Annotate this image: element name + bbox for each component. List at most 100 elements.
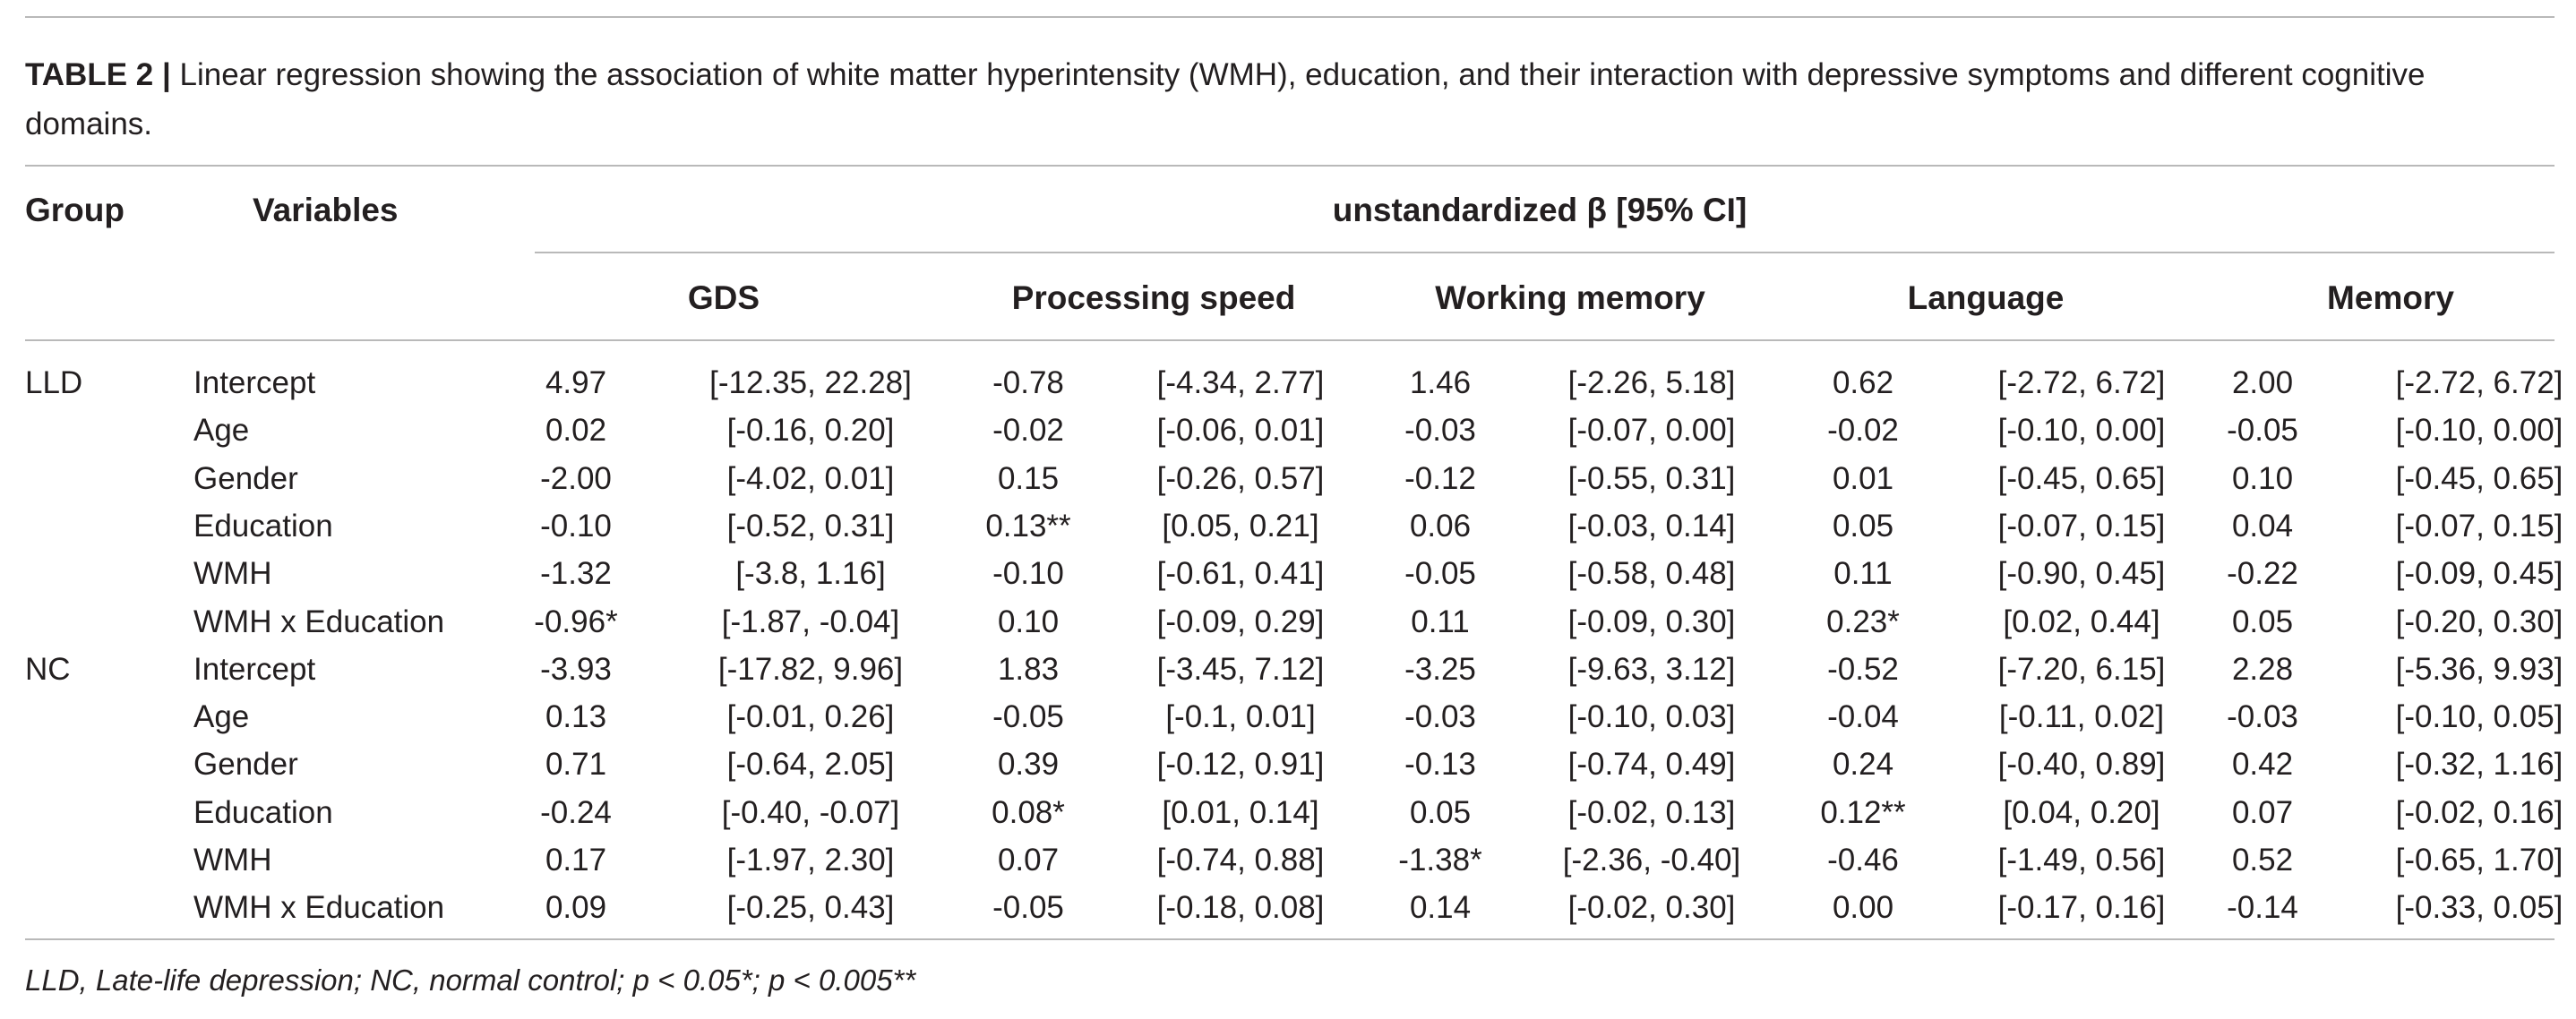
beta-cell: 0.05: [1409, 794, 1472, 830]
beta-cell: 0.23*: [1826, 604, 1900, 639]
ci-cell: [-0.58, 0.48]: [1567, 556, 1736, 592]
ci-cell: [-0.02, 0.13]: [1567, 794, 1736, 830]
ci-cell: [-0.07, 0.00]: [1567, 413, 1736, 449]
variable-cell: WMH x Education: [193, 890, 445, 926]
beta-cell: 0.12**: [1820, 794, 1906, 830]
ci-cell: [-2.72, 6.72]: [1997, 365, 2166, 400]
beta-cell: 0.42: [2231, 747, 2294, 783]
beta-cell: -0.04: [1827, 699, 1899, 735]
beta-cell: -0.03: [1404, 413, 1476, 449]
ci-cell: [-0.65, 1.70]: [2395, 843, 2563, 878]
header-unstandardized-beta: unstandardized β [95% CI]: [1332, 192, 1747, 228]
group-cell: LLD: [25, 365, 83, 400]
beta-cell: 0.15: [997, 460, 1060, 496]
ci-cell: [-4.02, 0.01]: [726, 460, 895, 496]
beta-cell: -0.05: [992, 890, 1064, 926]
ci-cell: [-0.09, 0.29]: [1156, 604, 1325, 639]
ci-cell: [-7.20, 6.15]: [1997, 651, 2166, 687]
ci-cell: [-2.36, -0.40]: [1562, 843, 1741, 878]
table-caption: TABLE 2 | Linear regression showing the …: [25, 50, 2533, 149]
beta-cell: -0.05: [1404, 556, 1476, 592]
variable-cell: Intercept: [193, 651, 316, 687]
ci-cell: [-0.32, 1.16]: [2395, 747, 2563, 783]
ci-cell: [-0.55, 0.31]: [1567, 460, 1736, 496]
beta-cell: 0.10: [2231, 460, 2294, 496]
beta-cell: -0.22: [2227, 556, 2298, 592]
group-cell: NC: [25, 651, 71, 687]
header-gds: GDS: [687, 279, 760, 316]
table-footnote: LLD, Late-life depression; NC, normal co…: [25, 963, 916, 997]
beta-cell: 0.62: [1832, 365, 1894, 400]
ci-cell: [-0.40, 0.89]: [1997, 747, 2166, 783]
beta-cell: -0.05: [992, 699, 1064, 735]
beta-cell: -0.03: [1404, 699, 1476, 735]
table-row: Gender -2.00 [-4.02, 0.01] 0.15 [-0.26, 0.57…: [0, 455, 2576, 502]
table-caption-text: Linear regression showing the associatio…: [25, 57, 2426, 141]
ci-cell: [-0.10, 0.00]: [1997, 413, 2166, 449]
beta-cell: -0.03: [2227, 699, 2298, 735]
header-rule: [25, 339, 2555, 341]
ci-cell: [-1.87, -0.04]: [721, 604, 900, 639]
ci-cell: [-0.74, 0.49]: [1567, 747, 1736, 783]
beta-cell: 0.08*: [992, 794, 1065, 830]
beta-cell: -0.02: [992, 413, 1064, 449]
beta-cell: -0.10: [540, 508, 612, 544]
beta-cell: 0.39: [997, 747, 1060, 783]
ci-cell: [-0.02, 0.16]: [2395, 794, 2563, 830]
header-language: Language: [1907, 279, 2065, 316]
ci-cell: [-2.72, 6.72]: [2395, 365, 2563, 400]
table-row: Age 0.13 [-0.01, 0.26] -0.05 [-0.1, 0.01] -0.…: [0, 693, 2576, 741]
beta-cell: 0.05: [2231, 604, 2294, 639]
beta-cell: -0.02: [1827, 413, 1899, 449]
header-processing-speed: Processing speed: [1011, 279, 1296, 316]
ci-cell: [-0.10, 0.03]: [1567, 699, 1736, 735]
ci-cell: [-0.18, 0.08]: [1156, 890, 1325, 926]
variable-cell: Age: [193, 413, 250, 449]
ci-cell: [0.01, 0.14]: [1162, 794, 1319, 830]
beta-cell: 0.06: [1409, 508, 1472, 544]
caption-rule: [25, 165, 2555, 167]
table-row: Gender 0.71 [-0.64, 2.05] 0.39 [-0.12, 0.91]…: [0, 741, 2576, 788]
variable-cell: Education: [193, 508, 333, 544]
ci-cell: [-1.49, 0.56]: [1997, 843, 2166, 878]
beta-cell: 0.71: [545, 747, 607, 783]
beta-cell: -0.96*: [534, 604, 618, 639]
table-row: Age 0.02 [-0.16, 0.20] -0.02 [-0.06, 0.01] -0…: [0, 407, 2576, 454]
beta-cell: 0.14: [1409, 890, 1472, 926]
variable-cell: Education: [193, 794, 333, 830]
ci-cell: [-3.45, 7.12]: [1156, 651, 1325, 687]
variable-cell: WMH x Education: [193, 604, 445, 639]
ci-cell: [-17.82, 9.96]: [717, 651, 904, 687]
ci-cell: [-4.34, 2.77]: [1156, 365, 1325, 400]
ci-cell: [-0.09, 0.45]: [2395, 556, 2563, 592]
beta-cell: 4.97: [545, 365, 607, 400]
beta-cell: 0.01: [1832, 460, 1894, 496]
body-end-rule: [25, 938, 2555, 940]
ci-cell: [-0.09, 0.30]: [1567, 604, 1736, 639]
ci-cell: [-0.02, 0.30]: [1567, 890, 1736, 926]
ci-cell: [-0.16, 0.20]: [726, 413, 895, 449]
beta-cell: 0.11: [1411, 604, 1470, 639]
table-row: Education -0.10 [-0.52, 0.31] 0.13** [0.05, …: [0, 502, 2576, 550]
ci-cell: [-9.63, 3.12]: [1567, 651, 1736, 687]
beta-cell: 2.00: [2231, 365, 2294, 400]
beta-cell: 2.28: [2231, 651, 2294, 687]
ci-cell: [-0.11, 0.02]: [1998, 699, 2165, 735]
beta-cell: -0.24: [540, 794, 612, 830]
beta-cell: -0.14: [2227, 890, 2298, 926]
beta-cell: 0.07: [2231, 794, 2294, 830]
beta-cell: 0.05: [1832, 508, 1894, 544]
ci-cell: [-0.45, 0.65]: [2395, 460, 2563, 496]
variable-cell: Intercept: [193, 365, 316, 400]
beta-cell: -2.00: [540, 460, 612, 496]
beta-cell: 0.02: [545, 413, 607, 449]
beta-cell: 0.13: [545, 699, 607, 735]
top-rule: [25, 16, 2555, 18]
beta-cell: 0.24: [1832, 747, 1894, 783]
table-label: TABLE 2 |: [25, 57, 171, 92]
ci-cell: [-0.25, 0.43]: [726, 890, 895, 926]
ci-cell: [-0.52, 0.31]: [726, 508, 895, 544]
beta-cell: -1.38*: [1398, 843, 1482, 878]
ci-cell: [-0.61, 0.41]: [1156, 556, 1325, 592]
table-row: WMH x Education -0.96* [-1.87, -0.04] 0.10 […: [0, 598, 2576, 646]
